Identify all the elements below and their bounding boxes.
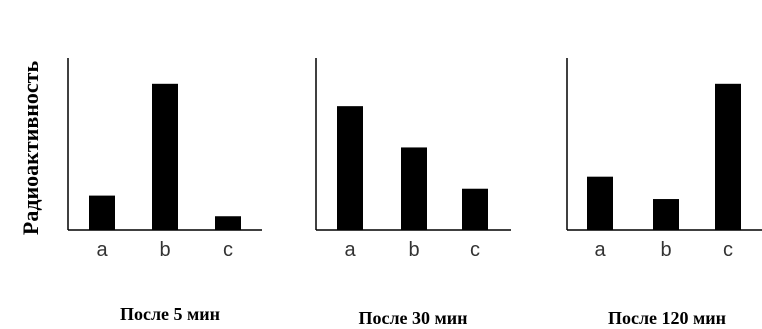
bar-a [337,106,363,230]
chart-panel-2: a b c После 30 мин [315,58,511,328]
bar-a [89,195,115,230]
bar-c [462,188,488,230]
tick-label-a: a [96,239,108,261]
chart-panel-3: a b c После 120 мин [566,58,762,328]
bar-c [715,83,741,230]
bar-b [152,83,178,230]
bar-b [653,199,679,230]
panels-group: a b c После 5 мин a b c После 30 мин a b c После 12… [67,58,762,328]
tick-label-a: a [344,239,356,261]
tick-label-b: b [660,239,671,261]
tick-label-a: a [594,239,606,261]
chart-panel-1: a b c После 5 мин [67,58,262,324]
tick-label-c: c [223,239,233,261]
y-axis-label: Радиоактивность [18,61,43,236]
bar-c [215,216,241,230]
tick-label-b: b [408,239,419,261]
panel-caption: После 120 мин [608,308,726,328]
panel-caption: После 30 мин [358,308,467,328]
bar-a [587,176,613,230]
tick-label-c: c [470,239,480,261]
tick-label-c: c [723,239,733,261]
panel-caption: После 5 мин [120,304,220,324]
tick-label-b: b [159,239,170,261]
bar-b [401,147,427,230]
